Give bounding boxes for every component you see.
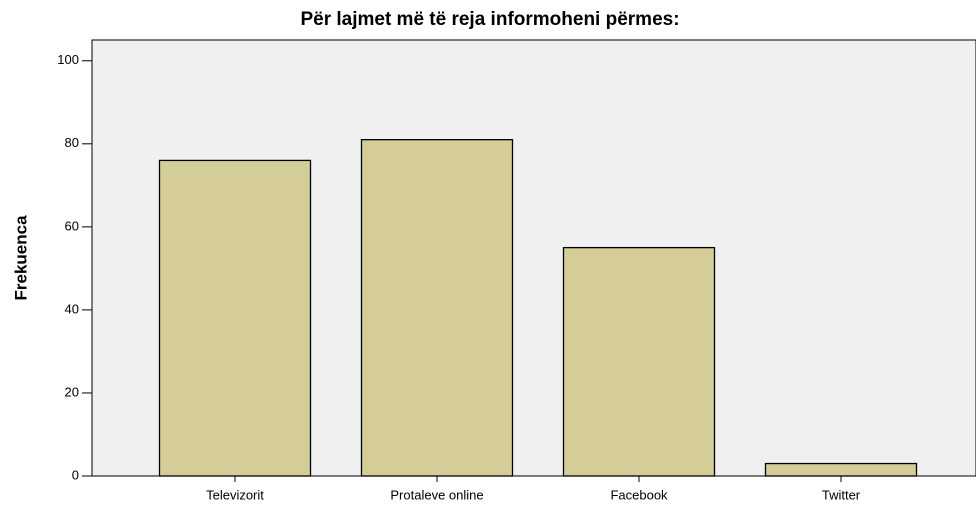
y-tick-label: 60 [65,218,79,233]
bar [158,159,312,477]
x-tick-label: Facebook [610,487,668,502]
y-tick-label: 40 [65,301,79,316]
y-tick-label: 20 [65,384,79,399]
x-tick-label: Televizorit [206,487,264,502]
y-axis-label: Frekuenca [11,215,30,301]
x-tick-label: Twitter [822,487,861,502]
chart-title: Për lajmet më të reja informoheni përmes… [300,9,679,30]
bar [562,246,716,477]
x-tick-label: Protaleve online [390,487,483,502]
y-tick-label: 0 [72,467,79,482]
bar [360,139,514,477]
bar [764,462,918,477]
y-tick-label: 100 [57,52,79,67]
y-tick-label: 80 [65,135,79,150]
